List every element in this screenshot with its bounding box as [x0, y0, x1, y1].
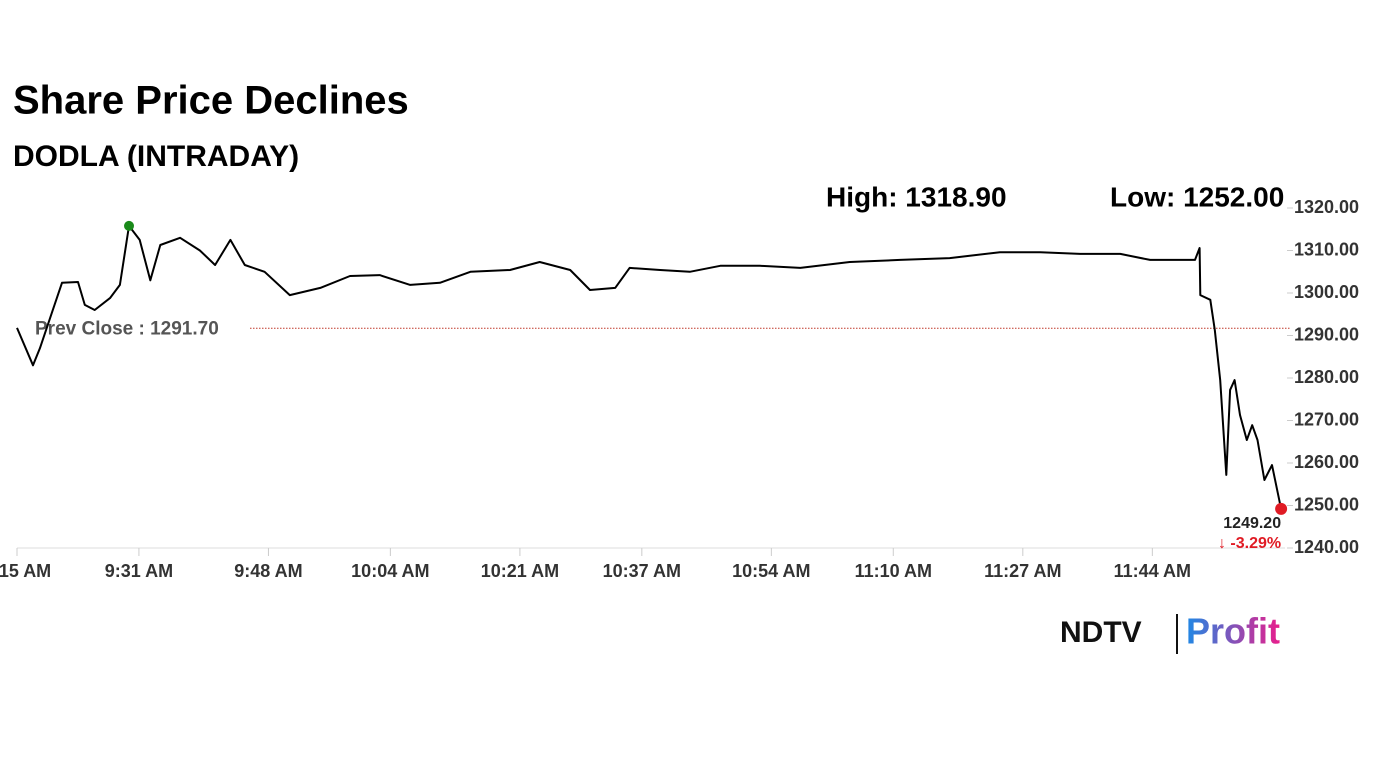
prev-close-label: Prev Close : 1291.70: [35, 318, 219, 339]
last-marker: [1275, 502, 1288, 515]
chart-subtitle: DODLA (INTRADAY): [13, 140, 299, 173]
y-tick-label: 1250.00: [1294, 494, 1359, 514]
x-tick-label: 10:21 AM: [481, 561, 559, 581]
high-label: High: 1318.90: [826, 181, 1007, 212]
x-tick-label: 11:10 AM: [855, 561, 932, 581]
x-tick-label: 9:48 AM: [234, 561, 302, 581]
y-tick-label: 1260.00: [1294, 452, 1359, 472]
y-tick-label: 1300.00: [1294, 282, 1359, 302]
prev-close-label-bg: [30, 317, 246, 340]
last-value-label: 1249.20: [1223, 515, 1281, 532]
y-tick-label: 1280.00: [1294, 367, 1359, 387]
x-tick-label: 10:04 AM: [351, 561, 429, 581]
brand-right: Profit: [1186, 611, 1280, 652]
x-tick-label: 10:37 AM: [603, 561, 681, 581]
change-label: ↓ -3.29%: [1218, 535, 1281, 552]
high-marker: [124, 220, 135, 231]
x-tick-label: 11:27 AM: [984, 561, 1061, 581]
y-tick-label: 1270.00: [1294, 409, 1359, 429]
brand-left: NDTV: [1060, 616, 1142, 649]
low-label: Low: 1252.00: [1110, 181, 1284, 212]
x-tick-label: 9:31 AM: [105, 561, 173, 581]
y-tick-label: 1240.00: [1294, 537, 1359, 557]
chart-title: Share Price Declines: [13, 79, 409, 123]
y-tick-label: 1290.00: [1294, 324, 1359, 344]
x-tick-label: 11:44 AM: [1114, 561, 1191, 581]
y-tick-label: 1320.00: [1294, 197, 1359, 217]
x-tick-label: 10:54 AM: [732, 561, 810, 581]
price-line: [16, 224, 1283, 510]
x-tick-label: 9:15 AM: [0, 561, 51, 581]
y-tick-label: 1310.00: [1294, 239, 1359, 259]
